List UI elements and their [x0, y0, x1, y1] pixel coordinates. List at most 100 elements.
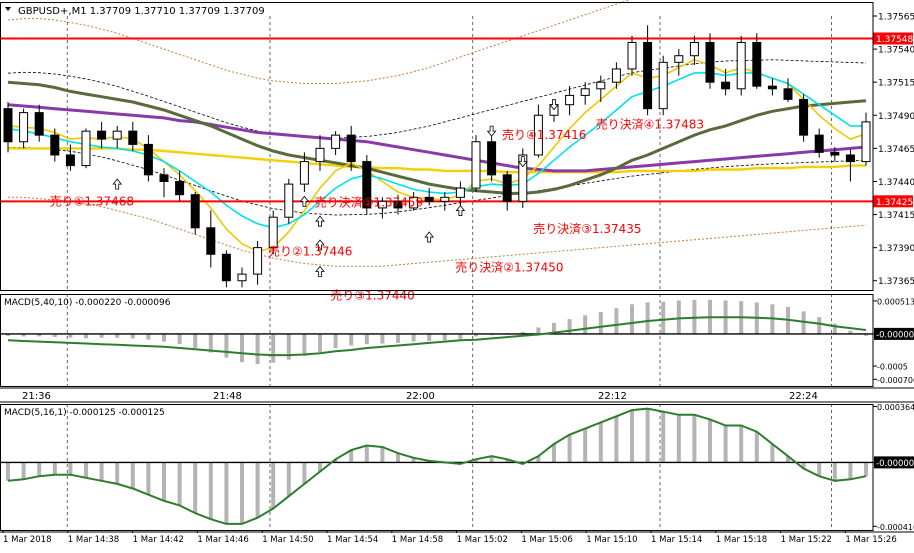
- band-upper-line: [7, 59, 867, 139]
- histogram-bar: [427, 333, 432, 341]
- indicator-tick-label: -0.000706: [877, 376, 914, 385]
- price-panel[interactable]: 1.37565 1.37540 1.37515 1.37490 1.37465 1.374…: [0, 0, 914, 302]
- histogram-bar: [396, 333, 400, 343]
- candle-body: [284, 183, 294, 218]
- candle-body: [752, 41, 762, 87]
- candle-body: [814, 134, 824, 153]
- buy-arrow-icon: [112, 178, 123, 190]
- histogram-bar: [614, 308, 619, 334]
- histogram-bar: [770, 443, 775, 463]
- moving-average-line: [7, 80, 867, 195]
- histogram-bar: [37, 462, 42, 477]
- histogram-bar: [21, 333, 26, 337]
- macd2-panel[interactable]: MACD(5,16,1) -0.000125 -0.000125 0.000364…: [0, 403, 914, 532]
- candle-body: [455, 187, 465, 198]
- histogram-bar: [302, 462, 307, 484]
- time-tick-label: 22:00: [406, 391, 435, 402]
- histogram-bar: [380, 333, 385, 344]
- histogram-bar: [177, 333, 182, 345]
- date-tick-label: 1 Mar 14:50: [262, 535, 313, 545]
- histogram-bar: [115, 333, 120, 338]
- envelope-lower-line: [8, 196, 867, 267]
- histogram-bar: [536, 327, 541, 334]
- dropdown-triangle-icon[interactable]: [5, 7, 11, 11]
- histogram-bar: [754, 431, 759, 463]
- candle-body: [533, 114, 543, 156]
- histogram-bar: [6, 462, 10, 481]
- macd1-panel[interactable]: MACD(5,40,10) -0.000220 -0.000096 0.00051…: [0, 297, 914, 385]
- candle-body: [409, 196, 419, 209]
- histogram-bar: [99, 333, 104, 338]
- candle-body: [221, 253, 231, 282]
- grid-layer: [66, 16, 832, 530]
- date-tick-label: 1 Mar 15:10: [586, 535, 637, 545]
- date-tick-label: 1 Mar 14:46: [197, 535, 248, 545]
- histogram-bar: [723, 425, 728, 463]
- histogram-bar: [645, 408, 650, 463]
- histogram-bar: [380, 447, 385, 463]
- trade-annotation: 売り決済③1.37435: [533, 221, 641, 236]
- candle-body: [206, 227, 216, 255]
- price-tick-label: 1.37365: [878, 277, 914, 287]
- histogram-bar: [661, 301, 666, 334]
- time-tick-label: 21:36: [22, 391, 51, 402]
- histogram-bar: [318, 333, 322, 352]
- histogram-bar: [676, 300, 681, 334]
- candle-body: [253, 247, 263, 275]
- candle-body: [736, 41, 746, 90]
- histogram-bar: [146, 333, 151, 340]
- trade-annotation: 売り②1.37446: [268, 244, 352, 259]
- indicator-tick-label: -0.00000: [876, 459, 914, 469]
- candle-body: [112, 130, 122, 140]
- histogram-bar: [193, 462, 198, 514]
- price-tick-label: 1.37490: [878, 112, 914, 122]
- histogram-bar: [318, 462, 322, 472]
- candle-body: [565, 94, 575, 106]
- candle-body: [658, 61, 668, 110]
- candle-body: [128, 130, 138, 145]
- time-tick-label: 22:12: [598, 391, 627, 402]
- histogram-bar: [645, 302, 650, 334]
- candle-body: [518, 154, 528, 202]
- candle-body: [331, 134, 341, 149]
- indicator-title: MACD(5,40,10) -0.000220 -0.000096: [4, 298, 171, 308]
- candle-body: [845, 154, 855, 163]
- histogram-bar: [630, 410, 634, 463]
- histogram-bar: [349, 450, 354, 463]
- histogram-bar: [817, 317, 822, 334]
- histogram-bar: [442, 333, 447, 341]
- price-tick-label: 1.37540: [878, 46, 914, 56]
- histogram-bar: [832, 462, 837, 481]
- histogram-bar: [567, 434, 572, 463]
- candle-body: [471, 141, 481, 189]
- histogram-bar: [848, 462, 853, 480]
- candle-body: [440, 196, 450, 202]
- histogram-bar: [364, 445, 369, 463]
- trade-annotation: 売り①1.37468: [50, 193, 134, 208]
- sell-arrow-icon: [517, 156, 528, 168]
- histogram-bar: [271, 333, 276, 363]
- candle-body: [502, 174, 512, 202]
- histogram-bar: [832, 323, 837, 334]
- trade-annotation: 売り決済①1.37459: [315, 195, 423, 210]
- zero-value-tag: [874, 456, 914, 469]
- histogram-bar: [676, 414, 681, 463]
- candle-body: [767, 85, 777, 90]
- histogram-bar: [130, 462, 135, 489]
- date-tick-label: 1 Mar 14:42: [133, 535, 184, 545]
- histogram-bar: [505, 459, 510, 463]
- candle-body: [143, 143, 153, 176]
- histogram-bar: [240, 462, 244, 524]
- price-tick-label: 1.37565: [878, 13, 914, 23]
- level-price-tag: [873, 195, 913, 208]
- histogram-bar: [21, 462, 26, 480]
- date-tick-label: 1 Mar 14:58: [392, 535, 443, 545]
- histogram-bar: [583, 315, 588, 334]
- date-tick-label: 1 Mar 15:02: [457, 535, 508, 545]
- panel-frame: [0, 2, 874, 291]
- histogram-bar: [817, 462, 822, 477]
- date-tick-label: 1 Mar 15:26: [845, 535, 896, 545]
